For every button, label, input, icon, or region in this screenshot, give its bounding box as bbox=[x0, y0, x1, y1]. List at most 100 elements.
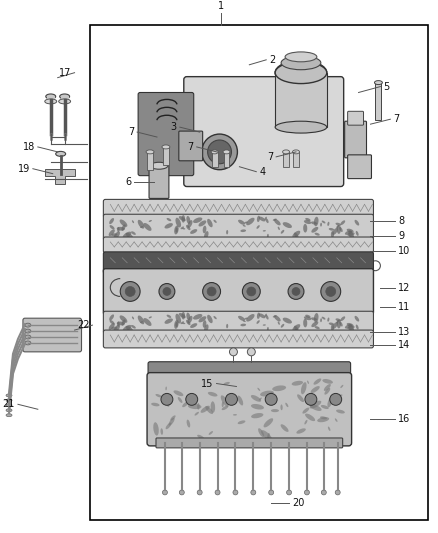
FancyBboxPatch shape bbox=[184, 77, 344, 187]
Ellipse shape bbox=[59, 99, 71, 104]
Ellipse shape bbox=[304, 316, 311, 320]
Ellipse shape bbox=[203, 225, 206, 233]
Ellipse shape bbox=[226, 324, 228, 328]
Ellipse shape bbox=[56, 151, 66, 156]
Ellipse shape bbox=[303, 319, 307, 327]
Ellipse shape bbox=[138, 220, 145, 229]
Ellipse shape bbox=[340, 385, 343, 388]
Ellipse shape bbox=[332, 228, 338, 235]
Ellipse shape bbox=[174, 225, 179, 235]
Ellipse shape bbox=[374, 80, 382, 85]
Ellipse shape bbox=[274, 219, 281, 225]
Ellipse shape bbox=[251, 413, 263, 418]
Ellipse shape bbox=[207, 219, 213, 227]
Ellipse shape bbox=[273, 315, 277, 318]
Circle shape bbox=[179, 490, 184, 495]
Ellipse shape bbox=[208, 431, 213, 435]
Ellipse shape bbox=[314, 233, 320, 236]
Ellipse shape bbox=[251, 404, 264, 409]
Ellipse shape bbox=[246, 314, 254, 321]
Ellipse shape bbox=[203, 320, 206, 328]
Ellipse shape bbox=[211, 150, 218, 154]
Ellipse shape bbox=[182, 401, 189, 407]
Circle shape bbox=[330, 393, 342, 405]
Circle shape bbox=[163, 287, 171, 295]
Ellipse shape bbox=[186, 320, 191, 325]
Ellipse shape bbox=[260, 391, 274, 397]
Ellipse shape bbox=[278, 227, 280, 230]
Ellipse shape bbox=[354, 316, 359, 321]
FancyBboxPatch shape bbox=[23, 318, 81, 352]
Ellipse shape bbox=[222, 402, 224, 407]
Ellipse shape bbox=[305, 414, 315, 421]
Ellipse shape bbox=[143, 318, 152, 326]
Ellipse shape bbox=[148, 317, 152, 318]
Ellipse shape bbox=[109, 218, 114, 224]
Ellipse shape bbox=[280, 405, 283, 410]
Ellipse shape bbox=[60, 94, 70, 99]
Ellipse shape bbox=[293, 150, 300, 154]
Ellipse shape bbox=[257, 216, 260, 222]
Ellipse shape bbox=[321, 405, 329, 409]
Ellipse shape bbox=[339, 321, 343, 327]
Ellipse shape bbox=[336, 320, 339, 324]
Text: 21: 21 bbox=[3, 399, 15, 409]
Ellipse shape bbox=[275, 62, 327, 84]
Bar bbox=[375, 83, 381, 120]
Ellipse shape bbox=[25, 335, 31, 339]
Ellipse shape bbox=[337, 319, 341, 328]
Ellipse shape bbox=[121, 224, 126, 231]
Ellipse shape bbox=[187, 419, 190, 427]
Ellipse shape bbox=[311, 317, 317, 320]
Ellipse shape bbox=[327, 318, 329, 322]
Ellipse shape bbox=[181, 215, 185, 223]
Ellipse shape bbox=[201, 406, 210, 413]
FancyBboxPatch shape bbox=[103, 330, 374, 348]
Ellipse shape bbox=[267, 327, 269, 331]
Ellipse shape bbox=[126, 326, 133, 332]
Ellipse shape bbox=[6, 394, 12, 397]
Circle shape bbox=[230, 348, 237, 356]
Circle shape bbox=[120, 281, 140, 301]
Ellipse shape bbox=[331, 231, 334, 238]
Ellipse shape bbox=[283, 318, 292, 324]
Ellipse shape bbox=[180, 227, 184, 229]
Circle shape bbox=[247, 287, 256, 296]
Ellipse shape bbox=[327, 222, 329, 226]
Ellipse shape bbox=[186, 313, 191, 320]
Ellipse shape bbox=[320, 416, 327, 419]
Ellipse shape bbox=[25, 341, 31, 345]
Ellipse shape bbox=[297, 394, 304, 402]
FancyBboxPatch shape bbox=[348, 111, 364, 125]
Circle shape bbox=[242, 282, 260, 301]
Ellipse shape bbox=[205, 406, 213, 414]
Ellipse shape bbox=[176, 217, 181, 228]
Circle shape bbox=[125, 287, 135, 296]
Ellipse shape bbox=[6, 414, 12, 417]
Ellipse shape bbox=[140, 226, 143, 228]
Text: 4: 4 bbox=[259, 167, 265, 176]
Ellipse shape bbox=[162, 145, 170, 149]
Ellipse shape bbox=[213, 316, 217, 319]
Ellipse shape bbox=[278, 321, 280, 325]
Ellipse shape bbox=[336, 318, 341, 321]
Ellipse shape bbox=[175, 322, 178, 327]
Circle shape bbox=[162, 490, 167, 495]
Ellipse shape bbox=[140, 321, 143, 323]
Circle shape bbox=[203, 282, 221, 301]
Text: 9: 9 bbox=[398, 231, 404, 241]
Ellipse shape bbox=[274, 315, 281, 321]
Ellipse shape bbox=[187, 316, 192, 324]
Ellipse shape bbox=[193, 217, 202, 223]
Ellipse shape bbox=[275, 121, 327, 133]
Ellipse shape bbox=[6, 409, 12, 411]
Ellipse shape bbox=[281, 56, 321, 70]
Ellipse shape bbox=[243, 225, 246, 227]
Ellipse shape bbox=[310, 404, 321, 411]
FancyBboxPatch shape bbox=[103, 237, 374, 253]
Ellipse shape bbox=[153, 422, 159, 435]
Ellipse shape bbox=[257, 320, 260, 324]
Ellipse shape bbox=[265, 219, 268, 223]
Ellipse shape bbox=[193, 314, 202, 320]
Text: 13: 13 bbox=[398, 327, 410, 337]
